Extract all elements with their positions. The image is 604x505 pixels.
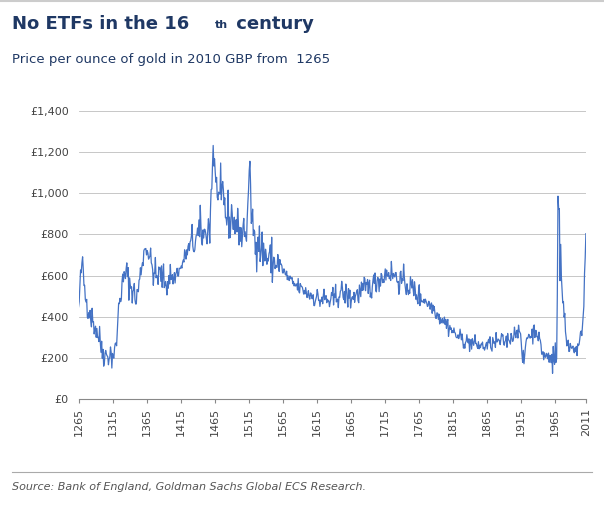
Text: Price per ounce of gold in 2010 GBP from  1265: Price per ounce of gold in 2010 GBP from…: [12, 53, 330, 66]
Text: th: th: [214, 20, 228, 30]
Text: century: century: [230, 15, 313, 33]
Text: Source: Bank of England, Goldman Sachs Global ECS Research.: Source: Bank of England, Goldman Sachs G…: [12, 482, 366, 492]
Text: No ETFs in the 16: No ETFs in the 16: [12, 15, 189, 33]
